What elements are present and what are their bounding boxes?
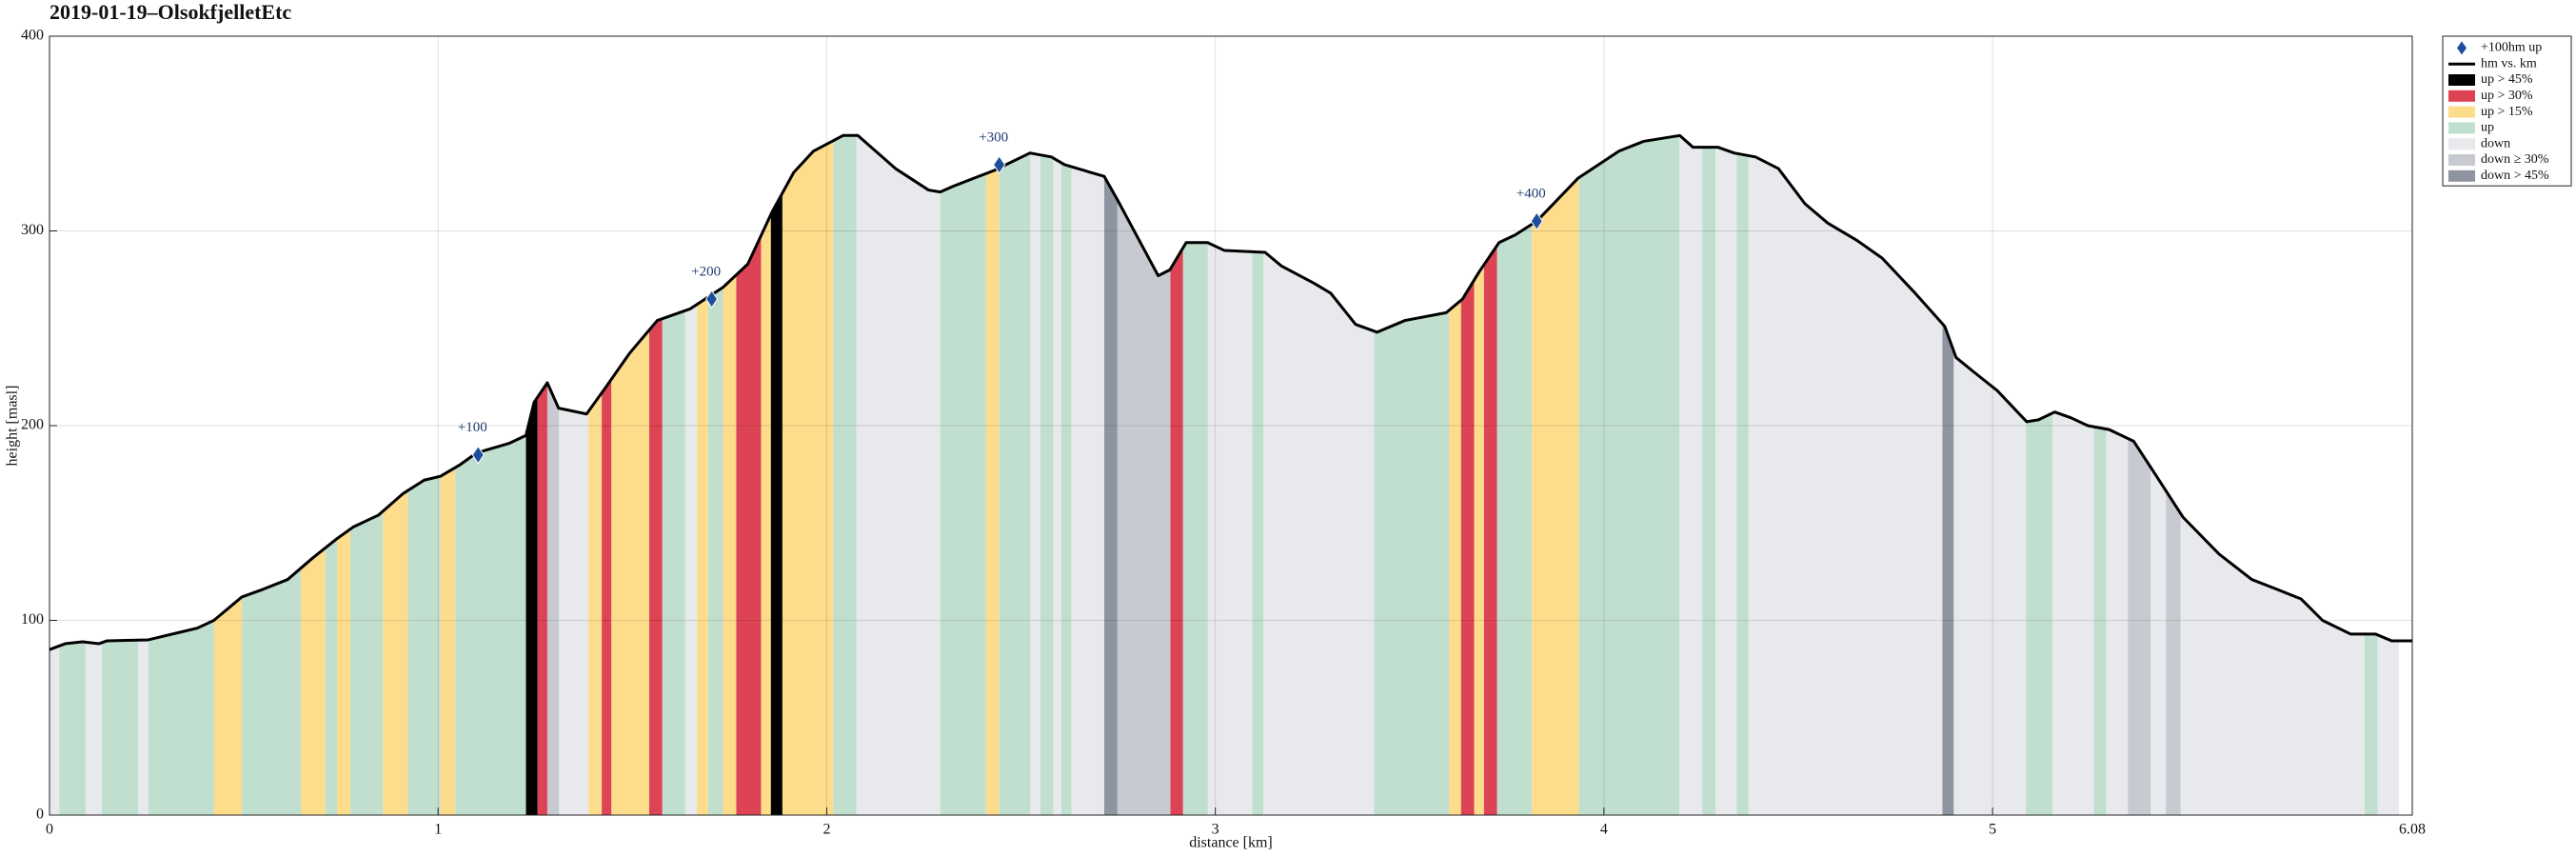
band: [1252, 135, 1264, 815]
x-tick-label: 6.08: [2399, 822, 2426, 838]
band: [1715, 135, 1737, 815]
profile-line: [49, 133, 2412, 651]
y-tick-label: 100: [21, 611, 44, 628]
x-tick-label: 5: [1989, 822, 1996, 838]
band: [723, 135, 737, 815]
legend-swatch: [2448, 90, 2475, 102]
band: [1483, 135, 1497, 815]
x-tick-label: 3: [1212, 822, 1219, 838]
legend-swatch: [2448, 154, 2475, 166]
band: [761, 135, 771, 815]
legend-label: down: [2481, 136, 2510, 150]
legend-swatch: [2448, 122, 2475, 134]
marker-label: +200: [691, 265, 721, 280]
legend-label: down ≥ 30%: [2481, 152, 2549, 167]
band: [602, 135, 612, 815]
band: [697, 135, 708, 815]
band: [1942, 135, 1954, 815]
band: [1496, 135, 1532, 815]
band: [1030, 135, 1040, 815]
y-tick-label: 300: [21, 222, 44, 238]
band: [940, 135, 986, 815]
legend-label: hm vs. km: [2481, 56, 2537, 70]
band: [1061, 135, 1072, 815]
y-axis-label: height [masl]: [5, 386, 21, 467]
band: [833, 135, 857, 815]
marker: [1530, 211, 1543, 231]
legend-swatch: [2448, 138, 2475, 150]
band: [1053, 135, 1062, 815]
band: [1040, 135, 1054, 815]
legend-label: up > 15%: [2481, 105, 2533, 119]
chart-title: 2019-01-19–OlsokfjelletEtc: [50, 0, 291, 24]
band: [1071, 135, 1104, 815]
marker-label: +300: [979, 130, 1008, 145]
y-tick-label: 200: [21, 417, 44, 433]
band: [1103, 135, 1118, 815]
band: [1679, 135, 1703, 815]
x-tick-label: 0: [46, 822, 53, 838]
legend-label: up > 45%: [2481, 72, 2533, 87]
x-tick-label: 2: [822, 822, 830, 838]
band: [985, 135, 1000, 815]
legend-label: down > 45%: [2481, 169, 2549, 183]
band: [1474, 135, 1484, 815]
band: [537, 135, 547, 815]
legend-marker: [2457, 41, 2467, 55]
band: [1736, 135, 1749, 815]
plot-frame: [49, 35, 2413, 816]
band: [1531, 135, 1579, 815]
legend-label: up: [2481, 121, 2494, 135]
band: [1702, 135, 1716, 815]
marker-label: +100: [458, 420, 487, 435]
legend-swatch: [2448, 169, 2475, 182]
marker: [471, 445, 485, 465]
marker: [705, 289, 719, 309]
marker-label: +400: [1516, 187, 1546, 202]
band: [856, 135, 941, 815]
legend-label: +100hm up: [2481, 41, 2542, 55]
legend-swatch: [2448, 74, 2475, 86]
band: [782, 135, 834, 815]
band: [770, 135, 783, 815]
marker: [993, 155, 1006, 174]
legend-swatch: [2448, 106, 2475, 118]
x-tick-label: 1: [434, 822, 442, 838]
foreground: 0 100 200 300 400 0 1 2 3 4 5 6.08 +100 +200 +300 +400 +…: [21, 28, 2572, 838]
y-tick-label: 400: [21, 28, 44, 44]
x-axis-label: distance [km]: [1189, 835, 1273, 851]
band: [1578, 135, 1680, 815]
band: [1182, 135, 1208, 815]
band: [999, 135, 1031, 815]
band: [1170, 135, 1183, 815]
legend-label: up > 30%: [2481, 89, 2533, 103]
band: [1460, 135, 1475, 815]
x-tick-label: 4: [1600, 822, 1608, 838]
y-tick-label: 0: [36, 807, 44, 823]
